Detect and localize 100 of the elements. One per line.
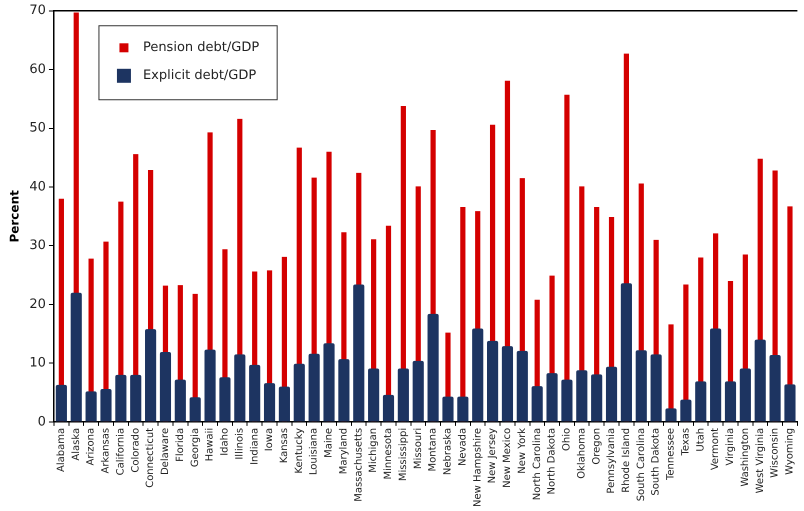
bar [784, 384, 796, 422]
bar [398, 368, 409, 422]
bar [576, 370, 588, 422]
x-tick-label: Missouri [412, 428, 424, 470]
bar [219, 377, 231, 422]
x-tick-label: West Virginia [754, 428, 766, 494]
bar [502, 346, 514, 422]
bar [680, 400, 692, 422]
bar [428, 314, 439, 422]
bar [278, 386, 290, 422]
x-tick-label: Oregon [591, 428, 602, 465]
bar [338, 359, 350, 422]
bar [561, 380, 572, 422]
x-tick-label: Arkansas [100, 428, 112, 474]
x-tick-label: Delaware [160, 428, 172, 476]
bar [724, 381, 736, 422]
x-tick-label: Wisconsin [770, 428, 781, 478]
x-tick-label: Colorado [130, 428, 142, 473]
bar [546, 373, 558, 422]
x-tick-label: Montana [428, 428, 439, 472]
bar [754, 340, 766, 422]
x-tick-label: Texas [680, 428, 692, 457]
x-tick-label: Connecticut [145, 428, 156, 488]
y-tick-label: 0 [38, 414, 46, 430]
y-tick-label: 30 [29, 238, 46, 254]
bar [740, 368, 751, 422]
bar [591, 374, 602, 422]
x-tick-label: Alaska [70, 428, 82, 461]
x-tick-label: Minnesota [383, 428, 394, 480]
bar [516, 350, 528, 422]
y-tick-label: 60 [29, 62, 46, 77]
x-tick-label: Idaho [220, 428, 231, 456]
x-tick-label: Wyoming [784, 428, 796, 475]
x-tick-label: Georgia [190, 428, 201, 468]
x-tick-label: Illinois [234, 428, 246, 460]
x-tick-label: Louisiana [308, 428, 320, 476]
x-tick-label: New Hampshire [472, 428, 484, 508]
bar [442, 396, 454, 422]
x-tick-label: Nevada [457, 428, 468, 466]
bar [665, 408, 677, 422]
x-tick-label: Hawaii [204, 428, 216, 462]
bar [353, 284, 364, 422]
x-tick-label: Oklahoma [576, 428, 588, 479]
x-tick-label: Mississippi [398, 428, 409, 482]
legend-label: Pension debt/GDP [142, 40, 260, 56]
x-tick-label: Vermont [710, 428, 722, 470]
y-tick-label: 40 [29, 179, 46, 194]
x-tick-label: Iowa [264, 428, 276, 452]
bar [294, 364, 305, 422]
bar [174, 380, 186, 422]
x-tick-label: New Mexico [502, 428, 514, 488]
x-tick-label: Florida [174, 428, 186, 462]
x-tick-label: New Jersey [487, 428, 498, 484]
x-tick-label: Utah [695, 428, 706, 452]
x-tick-label: Pennsylvania [606, 428, 618, 494]
x-tick-label: Indiana [249, 428, 260, 465]
x-tick-label: South Carolina [636, 428, 647, 502]
bar [532, 386, 543, 422]
bar [710, 328, 722, 422]
x-tick-label: Massachusetts [353, 428, 364, 502]
x-tick-label: Michigan [368, 428, 380, 473]
bar [204, 350, 216, 422]
bar [457, 396, 468, 422]
x-tick-label: Kentucky [294, 428, 305, 474]
x-tick-label: North Carolina [532, 428, 543, 500]
bar [86, 391, 97, 422]
bar [190, 397, 201, 422]
bar [487, 340, 498, 422]
x-tick-label: Nebraska [442, 428, 454, 476]
x-tick-label: North Dakota [546, 428, 558, 494]
bar [472, 328, 484, 422]
x-tick-label: California [115, 428, 126, 476]
y-axis-title: Percent [7, 190, 22, 243]
y-tick-label: 20 [29, 296, 46, 312]
bar [620, 283, 632, 422]
x-tick-label: South Dakota [650, 428, 662, 496]
bar [636, 350, 647, 422]
x-tick-label: Maryland [338, 428, 350, 474]
x-tick-label: Maine [324, 428, 335, 458]
y-tick-label: 10 [29, 356, 46, 371]
y-tick-label: 50 [29, 120, 46, 136]
bar [145, 329, 156, 422]
bar [323, 343, 335, 422]
x-tick-label: Virginia [725, 428, 736, 466]
x-tick-label: Washington [740, 428, 751, 487]
bar [249, 364, 260, 422]
bar [770, 354, 781, 422]
x-tick-label: Rhode Island [620, 428, 632, 493]
y-tick-label: 70 [29, 3, 46, 18]
bar [56, 384, 67, 422]
x-tick-label: Alabama [56, 428, 67, 472]
bar [382, 394, 394, 422]
bar [264, 383, 276, 422]
bar [130, 374, 142, 422]
x-tick-label: Tennessee [666, 428, 677, 482]
bar [695, 381, 706, 422]
x-tick-label: Ohio [562, 428, 573, 452]
bar [115, 374, 126, 422]
bar [412, 360, 424, 422]
bar [70, 292, 82, 422]
